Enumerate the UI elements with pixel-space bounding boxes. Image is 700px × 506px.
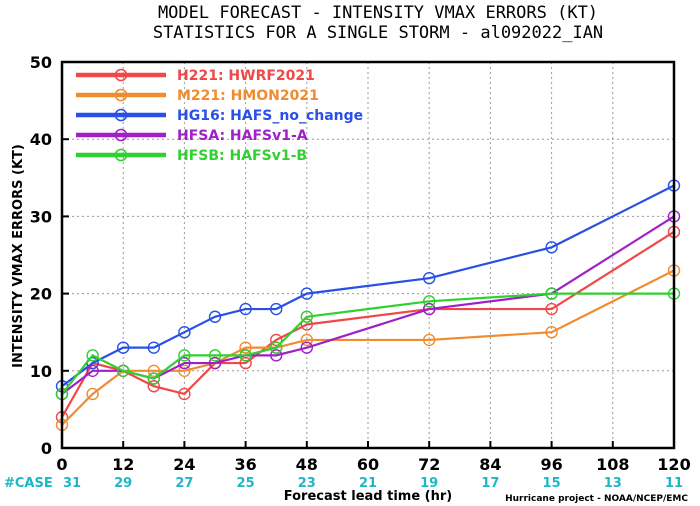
- legend-label: HFSB: HAFSv1-B: [177, 148, 307, 164]
- data-point: [270, 333, 283, 347]
- x-tick-label: 0: [56, 455, 67, 474]
- data-point: [116, 341, 130, 354]
- x-tick-label: 72: [418, 455, 440, 474]
- data-point: [147, 341, 161, 354]
- case-count: 21: [359, 476, 377, 491]
- data-point: [239, 341, 252, 354]
- data-point: [545, 302, 558, 316]
- y-axis-label: INTENSITY VMAX ERRORS (KT): [11, 144, 26, 368]
- data-point: [239, 356, 252, 370]
- data-point: [270, 341, 283, 354]
- legend-marker: [114, 88, 128, 102]
- legend-label: HFSA: HAFSv1-A: [177, 128, 308, 144]
- data-point: [147, 372, 161, 385]
- legend-label: H221: HWRF2021: [177, 68, 315, 84]
- series-2: [55, 179, 681, 393]
- legend-label: HG16: HAFS_no_change: [177, 108, 363, 124]
- legend-marker: [114, 148, 128, 162]
- legend-entry: HG16: HAFS_no_change: [76, 108, 363, 124]
- data-point: [300, 341, 313, 354]
- case-count: 29: [114, 476, 132, 491]
- case-count: 17: [481, 476, 499, 491]
- legend-marker: [114, 108, 128, 122]
- case-count: 27: [175, 476, 193, 491]
- legend-marker: [114, 128, 128, 142]
- y-tick-label: 50: [30, 53, 52, 72]
- data-point: [86, 349, 99, 362]
- case-label: #CASE: [4, 476, 53, 491]
- data-point: [300, 318, 313, 331]
- data-point: [300, 310, 313, 323]
- x-tick-label: 120: [657, 455, 690, 474]
- data-point: [270, 349, 283, 362]
- chart-title-line1: MODEL FORECAST - INTENSITY VMAX ERRORS (…: [158, 3, 598, 23]
- data-point: [208, 310, 222, 323]
- x-tick-label: 108: [596, 455, 629, 474]
- x-tick-label: 36: [234, 455, 256, 474]
- data-point: [423, 333, 436, 347]
- y-tick-label: 0: [41, 439, 52, 458]
- data-point: [545, 326, 558, 339]
- series-line: [61, 230, 675, 418]
- case-count-row: #CASE 31 29 27 25 23 21 19 17 15 13 11: [4, 476, 683, 491]
- series-4: [55, 287, 681, 401]
- case-count: 15: [543, 476, 561, 491]
- x-tick-label: 60: [357, 455, 379, 474]
- y-tick-label: 40: [30, 130, 52, 149]
- grid: [61, 61, 675, 449]
- case-count: 25: [237, 476, 255, 491]
- x-axis-label: Forecast lead time (hr): [284, 489, 452, 504]
- chart-title-line2: STATISTICS FOR A SINGLE STORM - al092022…: [153, 23, 603, 43]
- legend-entry: HFSA: HAFSv1-A: [76, 128, 308, 144]
- x-tick-labels: 0 12 24 36 48 60 72 84 96 108 120: [56, 455, 690, 474]
- x-tick-label: 24: [173, 455, 195, 474]
- data-point: [423, 295, 436, 308]
- data-point: [270, 302, 283, 316]
- legend-marker: [114, 68, 128, 82]
- data-point: [147, 380, 161, 393]
- y-tick-label: 20: [30, 285, 52, 304]
- x-tick-label: 48: [296, 455, 318, 474]
- legend-label: M221: HMON2021: [177, 88, 319, 104]
- data-point: [178, 326, 191, 339]
- data-point: [178, 349, 191, 362]
- series-line: [61, 184, 675, 388]
- y-tick-labels: 0 10 20 30 40 50: [30, 53, 52, 458]
- data-point: [178, 356, 191, 370]
- data-point: [239, 349, 252, 362]
- y-tick-label: 30: [30, 207, 52, 226]
- x-tick-label: 12: [112, 455, 134, 474]
- plot-frame: [60, 60, 676, 450]
- x-tick-label: 84: [479, 455, 501, 474]
- data-point: [300, 287, 313, 300]
- data-point: [239, 302, 252, 316]
- legend: H221: HWRF2021 M221: HMON2021 HG16: HAFS_n…: [76, 68, 363, 164]
- legend-entry: M221: HMON2021: [76, 88, 319, 104]
- data-point: [86, 387, 99, 401]
- y-tick-label: 10: [30, 362, 52, 381]
- data-point: [208, 349, 222, 362]
- data-point: [208, 356, 222, 370]
- data-point: [423, 302, 436, 316]
- data-point: [147, 364, 161, 377]
- data-point: [545, 287, 558, 300]
- case-count: 19: [420, 476, 438, 491]
- data-point: [545, 241, 558, 254]
- legend-entry: H221: HWRF2021: [76, 68, 315, 84]
- case-count: 23: [298, 476, 316, 491]
- data-point: [178, 387, 191, 401]
- data-point: [86, 364, 99, 377]
- legend-entry: HFSB: HAFSv1-B: [76, 148, 307, 164]
- case-count: 13: [604, 476, 622, 491]
- x-tick-label: 96: [540, 455, 562, 474]
- data-point: [116, 364, 130, 377]
- data-point: [423, 271, 436, 285]
- credit-text: Hurricane project - NOAA/NCEP/EMC: [505, 494, 688, 504]
- data-point: [300, 333, 313, 347]
- case-count: 11: [665, 476, 683, 491]
- data-point: [178, 364, 191, 377]
- case-count: 31: [63, 476, 81, 491]
